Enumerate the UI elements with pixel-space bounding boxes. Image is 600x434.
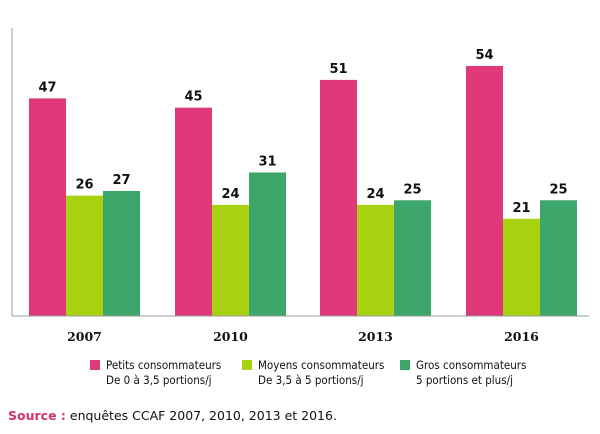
axes-group: 2007 2010 2013 2016 xyxy=(11,28,589,344)
bar-moyens-2013 xyxy=(357,204,394,316)
bar-moyens-2010 xyxy=(212,204,249,316)
data-label: 31 xyxy=(258,154,276,169)
data-label: 24 xyxy=(221,187,239,202)
data-label: 54 xyxy=(475,48,493,63)
source-text: enquêtes CCAF 2007, 2010, 2013 et 2016. xyxy=(65,408,337,423)
bar-moyens-2016 xyxy=(503,218,540,316)
legend-sub-gros: 5 portions et plus/j xyxy=(416,373,513,387)
legend-sub-petits: De 0 à 3,5 portions/j xyxy=(106,373,212,387)
bar-chart: 47 26 27 45 24 31 51 24 25 54 21 25 2007 2010 2013 201… xyxy=(11,28,589,344)
legend-label-petits: Petits consommateurs xyxy=(106,358,222,372)
legend-item-gros: Gros consommateurs 5 portions et plus/j xyxy=(400,358,526,388)
data-label: 25 xyxy=(549,182,567,197)
data-label: 25 xyxy=(403,182,421,197)
bar-petits-2013 xyxy=(320,79,357,316)
legend-label-moyens: Moyens consommateurs xyxy=(258,358,385,372)
bar-gros-2016 xyxy=(540,200,577,316)
legend-item-petits: Petits consommateurs De 0 à 3,5 portions… xyxy=(90,358,221,388)
bar-petits-2010 xyxy=(175,107,212,317)
source-note: Source : enquêtes CCAF 2007, 2010, 2013 … xyxy=(8,408,337,423)
legend-swatch-petits xyxy=(90,360,100,370)
data-label: 26 xyxy=(75,178,93,193)
legend-sub-moyens: De 3,5 à 5 portions/j xyxy=(258,373,364,387)
data-label: 51 xyxy=(329,62,347,77)
bar-moyens-2007 xyxy=(66,195,103,316)
bars-group: 47 26 27 45 24 31 51 24 25 54 21 25 xyxy=(29,48,577,317)
x-tick-label: 2010 xyxy=(213,329,248,344)
data-label: 27 xyxy=(112,173,130,188)
bar-gros-2007 xyxy=(103,191,140,316)
bar-gros-2013 xyxy=(394,200,431,316)
data-label: 21 xyxy=(512,201,530,216)
bar-petits-2016 xyxy=(466,66,503,316)
data-label: 45 xyxy=(184,90,202,105)
legend-swatch-gros xyxy=(400,360,410,370)
data-label: 24 xyxy=(366,187,384,202)
legend: Petits consommateurs De 0 à 3,5 portions… xyxy=(90,358,590,398)
x-tick-label: 2016 xyxy=(504,329,539,344)
source-label: Source : xyxy=(8,408,66,423)
bar-gros-2010 xyxy=(249,172,286,316)
bar-petits-2007 xyxy=(29,98,66,316)
x-tick-label: 2007 xyxy=(67,329,102,344)
legend-swatch-moyens xyxy=(242,360,252,370)
legend-item-moyens: Moyens consommateurs De 3,5 à 5 portions… xyxy=(242,358,384,388)
x-tick-label: 2013 xyxy=(358,329,393,344)
legend-label-gros: Gros consommateurs xyxy=(416,358,527,372)
data-label: 47 xyxy=(38,80,56,95)
